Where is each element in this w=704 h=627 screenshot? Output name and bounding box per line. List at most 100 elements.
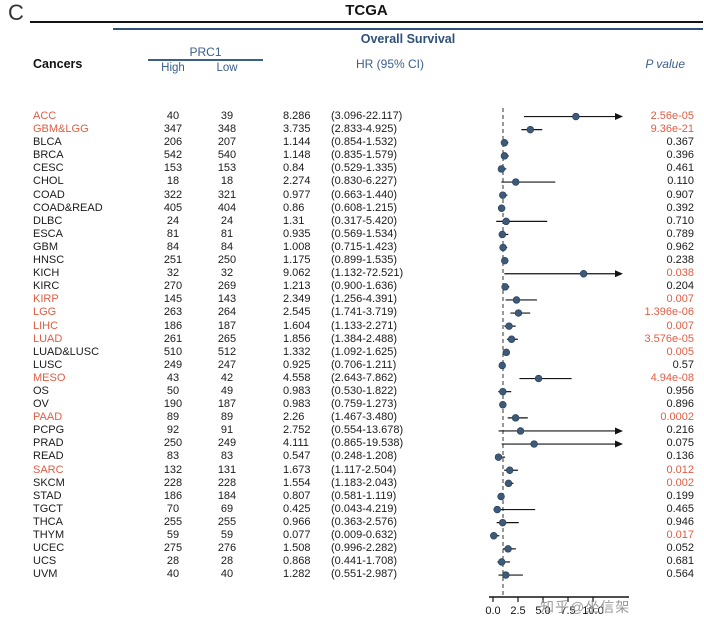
cancer-name: ACC — [33, 110, 57, 122]
low-count: 49 — [220, 384, 234, 397]
p-value: 0.017 — [666, 529, 694, 541]
forest-rows: ACC 40 39 8.286 (3.096-22.117) 2.56e-05 GBM&LG… — [0, 110, 704, 581]
hr-value: 1.856 — [283, 332, 311, 345]
p-value: 0.110 — [667, 175, 694, 188]
high-count: 24 — [166, 214, 180, 227]
ci-value: (0.830-6.227) — [331, 175, 398, 188]
hr-value: 2.349 — [283, 293, 311, 306]
low-count: 540 — [217, 149, 237, 162]
high-count: 153 — [163, 162, 183, 175]
forest-row-UVM: UVM 40 40 1.282 (0.551-2.987) 0.564 — [0, 568, 704, 581]
forest-row-LIHC: LIHC 186 187 1.604 (1.133-2.271) 0.007 — [0, 320, 704, 333]
hr-value: 8.286 — [283, 110, 311, 122]
high-count: 255 — [163, 515, 183, 528]
plot-spacer — [451, 437, 617, 450]
p-value: 2.56e-05 — [650, 110, 694, 122]
low-count: 40 — [220, 568, 234, 581]
forest-row-COAD&READ: COAD&READ 405 404 0.86 (0.608-1.215) 0.392 — [0, 202, 704, 215]
p-value: 0.005 — [666, 345, 694, 358]
ci-value: (0.317-5.420) — [331, 214, 398, 227]
subtitle-overline — [113, 28, 703, 30]
p-value: 0.012 — [666, 463, 694, 476]
high-count: 190 — [163, 398, 183, 411]
hr-value: 2.752 — [283, 424, 311, 437]
plot-spacer — [451, 555, 617, 568]
cancer-name: LUAD&LUSC — [33, 345, 100, 358]
forest-row-THCA: THCA 255 255 0.966 (0.363-2.576) 0.946 — [0, 516, 704, 529]
high-count: 84 — [166, 240, 180, 253]
forest-row-OS: OS 50 49 0.983 (0.530-1.822) 0.956 — [0, 385, 704, 398]
plot-spacer — [451, 267, 617, 280]
plot-spacer — [451, 385, 617, 398]
low-count: 131 — [217, 463, 237, 476]
p-value: 0.136 — [666, 450, 694, 463]
plot-spacer — [451, 450, 617, 463]
ci-value: (0.363-2.576) — [331, 515, 398, 528]
low-count: 247 — [217, 358, 237, 371]
ci-value: (3.096-22.117) — [331, 110, 403, 122]
cancer-name: LIHC — [33, 319, 59, 332]
figure-subtitle: Overall Survival — [360, 32, 456, 46]
forest-row-BRCA: BRCA 542 540 1.148 (0.835-1.579) 0.396 — [0, 149, 704, 162]
plot-spacer — [451, 320, 617, 333]
cancer-name: DLBC — [33, 214, 63, 227]
high-count: 186 — [163, 489, 183, 502]
cancer-name: LGG — [33, 306, 57, 319]
panel-label: C — [8, 0, 24, 25]
p-value: 0.216 — [666, 424, 694, 437]
column-header-high: High — [161, 62, 185, 74]
high-count: 83 — [166, 450, 180, 463]
p-value: 0.007 — [666, 319, 694, 332]
forest-row-BLCA: BLCA 206 207 1.144 (0.854-1.532) 0.367 — [0, 136, 704, 149]
low-count: 69 — [220, 502, 234, 515]
ci-value: (0.608-1.215) — [331, 201, 398, 214]
ci-value: (0.715-1.423) — [331, 240, 398, 253]
ci-value: (1.132-72.521) — [331, 267, 404, 280]
low-count: 143 — [217, 293, 237, 306]
hr-value: 1.604 — [283, 319, 311, 332]
low-count: 42 — [220, 371, 234, 384]
p-value: 0.204 — [666, 280, 694, 293]
forest-row-SARC: SARC 132 131 1.673 (1.117-2.504) 0.012 — [0, 464, 704, 477]
low-count: 207 — [217, 136, 237, 149]
hr-value: 1.008 — [283, 240, 311, 253]
p-value: 0.57 — [672, 358, 694, 371]
ci-value: (0.865-19.538) — [331, 437, 404, 450]
ci-value: (0.551-2.987) — [331, 568, 398, 581]
ci-value: (1.092-1.625) — [331, 345, 398, 358]
p-value: 0.238 — [666, 254, 694, 267]
p-value: 0.392 — [666, 201, 694, 214]
forest-row-READ: READ 83 83 0.547 (0.248-1.208) 0.136 — [0, 450, 704, 463]
ci-value: (0.663-1.440) — [331, 188, 398, 201]
plot-spacer — [451, 359, 617, 372]
cancer-name: UCEC — [33, 542, 65, 555]
ci-value: (0.530-1.822) — [331, 384, 398, 397]
low-count: 91 — [220, 424, 234, 437]
plot-spacer — [451, 136, 617, 149]
hr-value: 3.735 — [283, 123, 311, 136]
p-value: 0.199 — [666, 489, 694, 502]
forest-row-HNSC: HNSC 251 250 1.175 (0.899-1.535) 0.238 — [0, 254, 704, 267]
high-count: 263 — [163, 306, 183, 319]
ci-value: (0.581-1.119) — [331, 489, 397, 502]
ci-value: (0.900-1.636) — [331, 280, 398, 293]
cancer-name: LUSC — [33, 358, 63, 371]
low-count: 39 — [220, 110, 234, 122]
plot-spacer — [451, 568, 617, 581]
figure-title: TCGA — [345, 2, 388, 19]
hr-value: 1.148 — [283, 149, 311, 162]
low-count: 83 — [220, 450, 234, 463]
plot-spacer — [451, 162, 617, 175]
p-value: 0.0002 — [660, 411, 694, 424]
x-axis-tick-label-0.0: 0.0 — [485, 605, 500, 617]
p-value: 0.946 — [666, 515, 694, 528]
ci-value: (1.256-4.391) — [331, 293, 398, 306]
high-count: 18 — [166, 175, 180, 188]
forest-row-SKCM: SKCM 228 228 1.554 (1.183-2.043) 0.002 — [0, 477, 704, 490]
forest-row-GBM&LGG: GBM&LGG 347 348 3.735 (2.833-4.925) 9.36e-21 — [0, 123, 704, 136]
cancer-name: KIRP — [33, 293, 59, 306]
low-count: 187 — [217, 319, 237, 332]
hr-value: 0.547 — [283, 450, 311, 463]
forest-row-GBM: GBM 84 84 1.008 (0.715-1.423) 0.962 — [0, 241, 704, 254]
